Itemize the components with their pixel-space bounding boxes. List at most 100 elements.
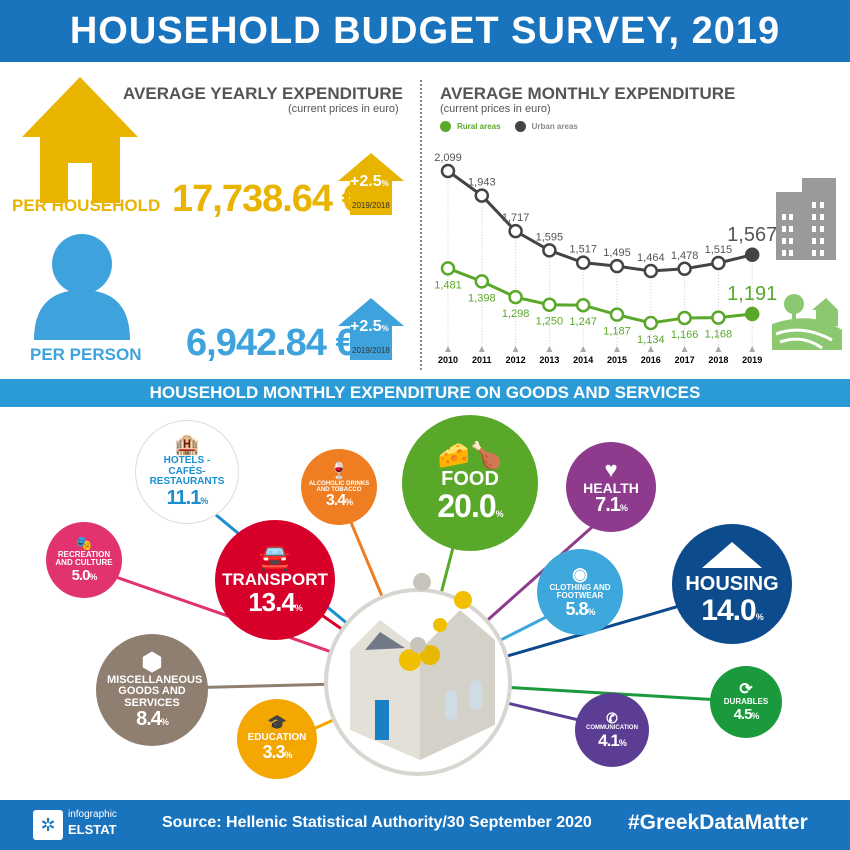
data-point — [542, 243, 557, 258]
x-tick-label: 2018 — [708, 355, 728, 365]
arrow-up-icon — [338, 298, 404, 360]
elstat-logo-icon: ✲ — [33, 810, 63, 840]
arrow-up-icon — [338, 153, 404, 215]
category-label: FOOD — [441, 468, 499, 491]
axis-tick — [681, 346, 688, 352]
series-line-rural — [447, 266, 753, 325]
countryside-icon — [772, 294, 842, 350]
data-label: 1,187 — [603, 326, 631, 338]
category-percent: 13.4 — [248, 586, 296, 617]
data-label: 1,191 — [727, 283, 777, 305]
category-label: HOUSING — [685, 572, 779, 595]
yearly-heading: AVERAGE YEARLY EXPENDITURE — [123, 84, 403, 103]
percent-sign: % — [618, 737, 627, 748]
data-point — [744, 306, 760, 322]
per-household-label: PER HOUSEHOLD — [12, 196, 161, 215]
household-change: +2.5 — [350, 173, 382, 190]
data-point — [440, 163, 456, 179]
data-label: 1,398 — [468, 292, 496, 304]
person-change-badge: +2.5% 2019/2018 — [338, 298, 404, 365]
category-label: MISCELLANEOUS GOODS AND SERVICES — [107, 673, 203, 709]
percent-sign: % — [381, 179, 389, 188]
category-alcohol: 🍷 ALCOHOLIC DRINKS AND TOBACCO 3.4% — [301, 449, 377, 525]
x-tick-label: 2010 — [438, 355, 458, 365]
category-health: ♥ HEALTH 7.1% — [566, 442, 656, 532]
category-percent: 5.0 — [71, 566, 91, 584]
category-hotels: 🏨 HOTELS -CAFÉS- RESTAURANTS 11.1% — [135, 420, 239, 524]
category-label: COMMUNICATION — [586, 725, 638, 732]
category-recreation: 🎭 RECREATION AND CULTURE 5.0% — [46, 522, 122, 598]
x-tick-label: 2011 — [472, 355, 492, 365]
page-title: HOUSEHOLD BUDGET SURVEY, 2019 — [0, 0, 850, 62]
category-percent: 7.1 — [595, 494, 621, 517]
category-label: RECREATION AND CULTURE — [55, 550, 113, 568]
phone-icon: ✆ — [606, 709, 618, 726]
legend-urban-marker — [514, 121, 526, 132]
data-point — [677, 261, 692, 277]
chart-title: AVERAGE MONTHLY EXPENDITURE — [440, 84, 736, 103]
theater-masks-icon: 🎭 — [75, 535, 93, 552]
graduation-cap-icon: 🎓 — [267, 714, 287, 732]
percent-sign: % — [755, 611, 764, 622]
line-chart: 2010 2011 2012 2013 2014 2015 2016 2017 2018 2019… — [434, 152, 777, 365]
data-point — [440, 261, 456, 276]
category-percent: 3.4 — [325, 492, 346, 510]
data-point — [677, 310, 692, 326]
axis-tick — [715, 346, 722, 352]
data-label: 1,481 — [434, 279, 462, 291]
car-icon: 🚘 — [258, 541, 292, 572]
axis-tick — [546, 346, 553, 352]
data-point — [474, 188, 490, 203]
category-label: CLOTHING AND FOOTWEAR — [549, 582, 611, 600]
category-clothing: ◉ CLOTHING AND FOOTWEAR 5.8% — [537, 549, 623, 635]
chart-legend: Rural areas Urban areas — [440, 121, 578, 132]
data-label: 1,478 — [671, 250, 699, 262]
per-person-value: 6,942.84 € — [186, 322, 357, 364]
category-education: 🎓 EDUCATION 3.3% — [237, 699, 317, 779]
per-person-label: PER PERSON — [30, 345, 142, 364]
data-label: 1,247 — [569, 316, 597, 328]
category-misc: ⬢ MISCELLANEOUS GOODS AND SERVICES 8.4% — [96, 634, 208, 746]
axis-tick — [478, 346, 485, 352]
data-label: 1,717 — [502, 212, 530, 224]
category-label: HOTELS -CAFÉS- RESTAURANTS — [149, 455, 225, 488]
percent-sign: % — [294, 602, 303, 613]
category-housing: HOUSING 14.0% — [672, 524, 792, 644]
axis-tick — [614, 346, 620, 352]
percent-sign: % — [89, 571, 97, 582]
box-icon: ⬢ — [141, 648, 163, 676]
recycle-arrows-icon: ⟳ — [739, 680, 753, 698]
data-point — [609, 258, 625, 274]
data-label: 1,166 — [671, 329, 699, 341]
data-label: 1,168 — [705, 329, 733, 341]
hotel-icon: 🏨 — [174, 434, 200, 457]
axis-tick — [445, 346, 451, 352]
divider — [420, 80, 422, 370]
source-text: Source: Hellenic Statistical Authority/3… — [162, 814, 592, 831]
legend-urban: Urban areas — [531, 122, 578, 131]
footer: ✲ infographic ELSTAT Source: Hellenic St… — [0, 800, 850, 850]
percent-sign: % — [200, 495, 208, 506]
data-label: 1,595 — [536, 231, 564, 243]
wine-bottle-icon: 🍷 — [329, 462, 349, 480]
percent-sign: % — [345, 497, 353, 508]
category-percent: 11.1 — [166, 486, 202, 509]
percent-sign: % — [495, 509, 504, 520]
household-period: 2019/2018 — [352, 201, 390, 210]
percent-sign: % — [619, 503, 628, 514]
percent-sign: % — [160, 717, 169, 728]
hashtag[interactable]: #GreekDataMatter — [628, 811, 808, 834]
category-percent: 4.5 — [733, 705, 753, 723]
data-point — [508, 289, 523, 305]
category-label: TRANSPORT — [222, 570, 328, 590]
legend-rural: Rural areas — [457, 122, 501, 131]
data-label: 1,943 — [468, 177, 496, 189]
data-point — [575, 297, 591, 313]
data-point — [609, 307, 625, 322]
data-label: 1,495 — [603, 247, 631, 259]
house-icon — [22, 77, 138, 203]
data-label: 1,567 — [727, 224, 777, 246]
data-point — [711, 255, 726, 271]
percent-sign: % — [751, 710, 759, 721]
